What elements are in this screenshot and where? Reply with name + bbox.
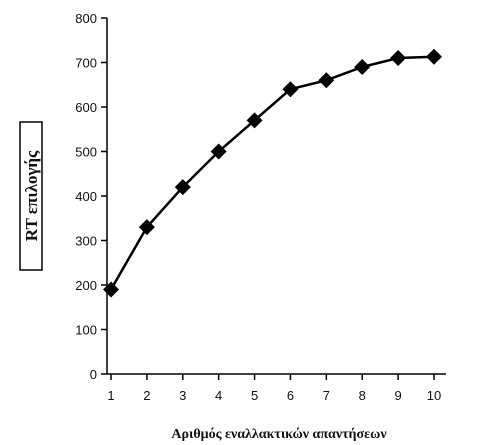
data-point-marker <box>174 179 191 196</box>
x-tick-label: 1 <box>107 388 114 403</box>
x-tick-label: 3 <box>179 388 186 403</box>
y-ticks: 0 100 200 300 400 500 600 700 800 <box>75 11 107 382</box>
y-tick-label: 0 <box>90 367 97 382</box>
x-tick-label: 2 <box>143 388 150 403</box>
series <box>103 48 442 298</box>
y-axis-title-frame <box>19 121 43 271</box>
y-tick-label: 700 <box>75 56 97 71</box>
data-point-marker <box>210 143 227 160</box>
x-tick-label: 5 <box>251 388 258 403</box>
y-tick-label: 800 <box>75 11 97 26</box>
y-axis-title: RT επιλογής <box>22 150 41 241</box>
axes <box>106 18 446 375</box>
y-tick-label: 100 <box>75 323 97 338</box>
x-tick-label: 6 <box>287 388 294 403</box>
x-tick-label: 7 <box>323 388 330 403</box>
data-point-marker <box>426 48 442 65</box>
x-tick-label: 10 <box>427 388 441 403</box>
y-tick-label: 300 <box>75 234 97 249</box>
data-point-marker <box>354 58 371 75</box>
series-line <box>109 55 435 291</box>
data-point-marker <box>246 112 263 129</box>
x-tick-label: 4 <box>215 388 222 403</box>
y-tick-label: 600 <box>75 100 97 115</box>
x-axis-title: Αριθμός εναλλακτικών απαντήσεων <box>171 427 387 442</box>
y-tick-label: 400 <box>75 189 97 204</box>
data-point-marker <box>390 50 407 67</box>
x-ticks: 1 2 3 4 5 6 7 8 9 10 <box>107 374 441 403</box>
y-axis-title-box: RT επιλογής <box>19 121 43 271</box>
data-point-marker <box>318 72 335 89</box>
y-tick-label: 200 <box>75 278 97 293</box>
x-tick-label: 9 <box>394 388 401 403</box>
data-point-marker <box>103 281 119 298</box>
x-tick-label: 8 <box>359 388 366 403</box>
data-point-marker <box>282 81 299 98</box>
data-point-marker <box>138 219 155 236</box>
y-tick-label: 500 <box>75 145 97 160</box>
